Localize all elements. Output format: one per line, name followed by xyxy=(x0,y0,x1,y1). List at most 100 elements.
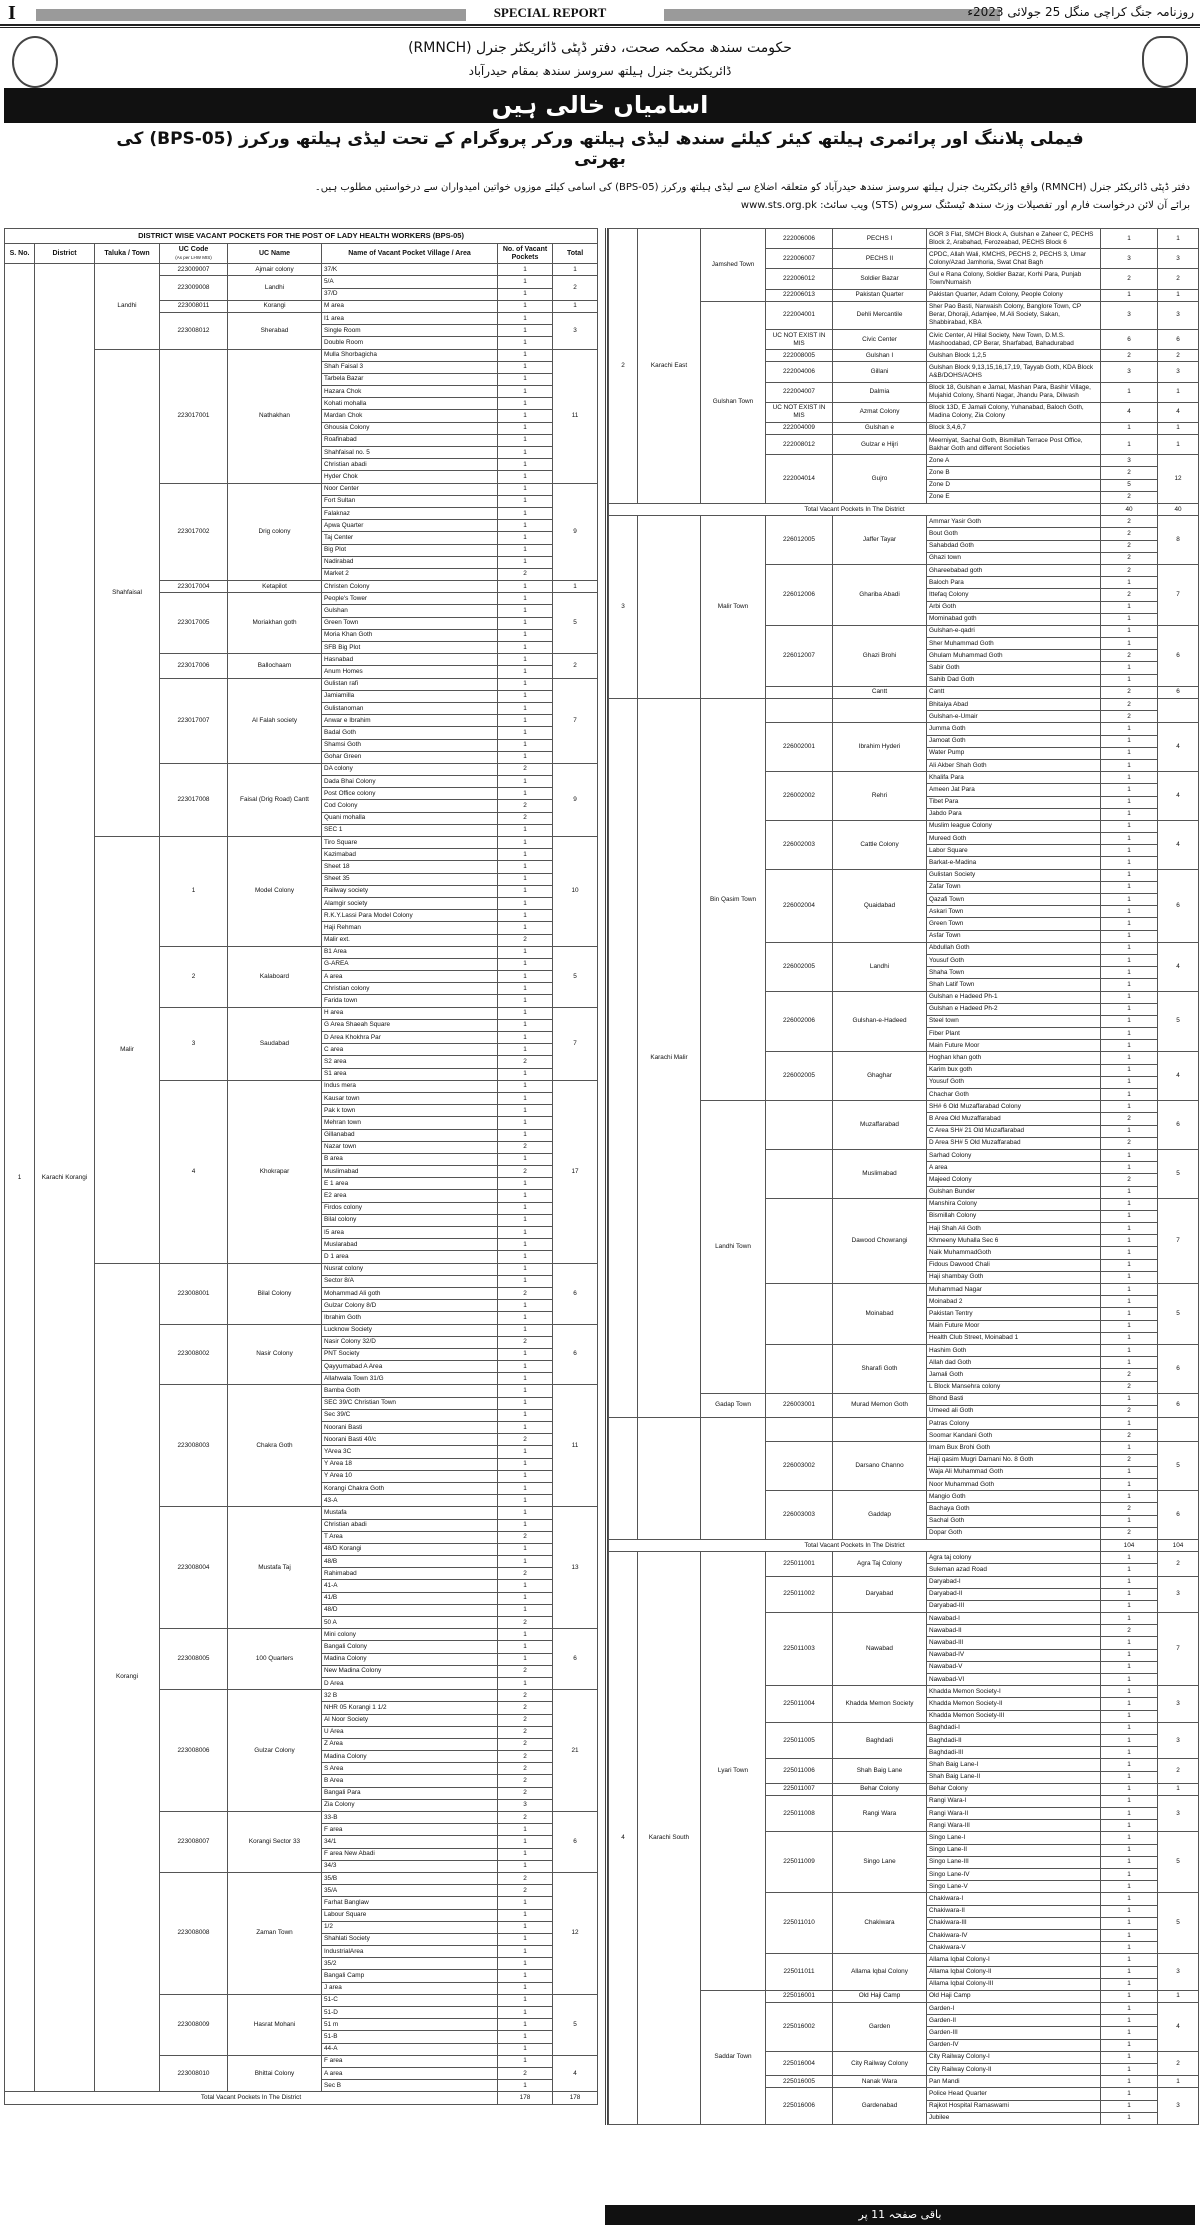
uc-code-cell: 222006013 xyxy=(765,288,833,302)
total-count: 40 xyxy=(1100,502,1158,517)
uc-total-cell: 1 xyxy=(1157,421,1199,436)
section-title: SPECIAL REPORT xyxy=(493,5,607,20)
uc-code-cell xyxy=(765,1100,833,1150)
pocket-count-cell: 1 xyxy=(1100,783,1158,797)
table-row: Sabir Goth 1 xyxy=(609,661,1199,675)
uc-total-cell: 2 xyxy=(1157,1758,1199,1784)
uc-total-cell: 5 xyxy=(1157,1148,1199,1199)
area-name-cell: Mominabad goth xyxy=(926,612,1101,626)
area-name-cell: Sec 39/C xyxy=(321,1408,498,1423)
uc-total-cell: 1 xyxy=(1157,381,1199,403)
area-name-cell: 51 m xyxy=(321,2018,498,2032)
uc-name-cell: Allama Iqbal Colony xyxy=(832,1953,927,1991)
uc-name-cell: Sharafi Goth xyxy=(832,1343,927,1394)
area-name-cell: 35/2 xyxy=(321,1957,498,1971)
pocket-count-cell: 1 xyxy=(1100,941,1158,955)
area-name-cell: 43-A xyxy=(321,1494,498,1508)
pocket-count-cell: 1 xyxy=(497,1299,553,1313)
pocket-count-cell: 2 xyxy=(1100,563,1158,578)
uc-code-cell: 223017006 xyxy=(159,653,228,679)
uc-total-cell: 1 xyxy=(1157,2075,1199,2089)
table-row: Shah Baig Lane-II 1 xyxy=(609,1770,1199,1784)
area-name-cell: Moria Khan Goth xyxy=(321,628,498,643)
uc-total-cell xyxy=(1157,1417,1199,1443)
pocket-count-cell: 1 xyxy=(1100,1587,1158,1601)
pocket-count-cell: 1 xyxy=(497,1213,553,1228)
uc-name-cell: Bilal Colony xyxy=(227,1262,322,1325)
pocket-count-cell: 1 xyxy=(1100,227,1158,250)
uc-total-cell: 5 xyxy=(1157,1283,1199,1345)
intro-paragraph: دفتر ڈپٹی ڈائریکٹر جنرل (RMNCH) واقع ڈائ… xyxy=(314,182,1190,193)
pocket-count-cell: 2 xyxy=(497,799,553,813)
area-name-cell: Haji Shah Ali Goth xyxy=(926,1222,1101,1236)
area-name-cell: A area xyxy=(926,1161,1101,1175)
area-name-cell: Nawabad-I xyxy=(926,1612,1101,1626)
uc-code-cell: 222004007 xyxy=(765,381,833,403)
area-name-cell: Nawabad-IV xyxy=(926,1648,1101,1662)
area-name-cell: Shah Baig Lane-I xyxy=(926,1758,1101,1772)
uc-total-cell: 1 xyxy=(1157,288,1199,302)
area-name-cell: Patras Colony xyxy=(926,1417,1101,1431)
uc-total-cell: 4 xyxy=(1157,2002,1199,2052)
pocket-count-cell: 2 xyxy=(1100,1453,1158,1467)
area-name-cell: Ittefaq Colony xyxy=(926,588,1101,602)
pocket-count-cell: 1 xyxy=(1100,1928,1158,1943)
table-row: Singo Lane-II 1 xyxy=(609,1843,1199,1857)
area-name-cell: Block 18, Gulshan e Jamal, Mashan Para, … xyxy=(926,381,1101,403)
taluka-town-cell: Korangi xyxy=(94,1262,160,2093)
area-name-cell: Main Future Moor xyxy=(926,1039,1101,1053)
uc-name-cell: Cantt xyxy=(832,685,927,700)
header-sno: S. No. xyxy=(4,242,35,265)
pocket-count-cell: 1 xyxy=(1100,288,1158,302)
area-name-cell: Pak k town xyxy=(321,1104,498,1118)
uc-total-cell: 6 xyxy=(551,1323,599,1386)
uc-name-cell: Hasrat Mohani xyxy=(227,1993,322,2056)
table-row: 225016004 City Railway Colony City Railway… xyxy=(609,2050,1199,2077)
pocket-count-cell: 1 xyxy=(497,1201,553,1215)
page-mark: I xyxy=(8,2,16,24)
table-row: Farhat Banglaw 1 xyxy=(5,1896,598,1910)
uc-total-cell: 5 xyxy=(1157,990,1199,1053)
pocket-count-cell: 1 xyxy=(1100,844,1158,858)
table-row: 4 Khokrapar Indus mera 1 17 xyxy=(5,1079,599,1264)
pocket-count-cell: 1 xyxy=(1100,832,1158,846)
uc-total-cell: 1 xyxy=(1157,1782,1199,1796)
area-name-cell: S2 area xyxy=(321,1055,498,1069)
area-name-cell: Yousuf Goth xyxy=(926,953,1101,968)
area-name-cell: Korangi Chakra Goth xyxy=(321,1481,498,1496)
area-name-cell: Bismillah Colony xyxy=(926,1209,1101,1224)
area-name-cell: SH# 6 Old Muzaffarabad Colony xyxy=(926,1100,1101,1114)
pocket-count-cell: 1 xyxy=(1100,1185,1158,1199)
table-row: Nazar town 2 xyxy=(5,1140,598,1154)
pocket-count-cell: 1 xyxy=(497,1152,553,1167)
uc-name-cell: PECHS II xyxy=(832,248,927,270)
serial-number-cell: 2 xyxy=(608,228,638,504)
pocket-count-cell: 1 xyxy=(1100,1490,1158,1504)
pocket-count-cell: 1 xyxy=(497,1823,553,1837)
area-name-cell: Khmeeny Muhalla Sec 6 xyxy=(926,1234,1101,1248)
uc-total-cell: 3 xyxy=(1157,361,1199,383)
area-name-cell: Singo Lane-I xyxy=(926,1831,1101,1845)
table-row: UC NOT EXIST IN MIS Azmat Colony Block 13D… xyxy=(609,401,1199,423)
uc-total-cell: 4 xyxy=(1157,771,1199,821)
pocket-count-cell: 1 xyxy=(497,1006,553,1020)
pocket-count-cell: 1 xyxy=(497,385,553,399)
uc-code-cell: 226002001 xyxy=(765,722,833,773)
pocket-count-cell: 1 xyxy=(1100,637,1158,651)
area-name-cell: Anwar e Ibrahim xyxy=(321,714,498,728)
uc-code-cell: 223008009 xyxy=(159,1993,228,2056)
area-name-cell: City Railway Colony-II xyxy=(926,2062,1101,2077)
pocket-count-cell: 2 xyxy=(497,762,553,777)
uc-name-cell: Rangi Wara xyxy=(832,1794,927,1833)
pocket-count-cell: 1 xyxy=(497,1360,553,1374)
area-name-cell: Ghareebabad goth xyxy=(926,563,1101,578)
area-name-cell: Rangi Wara-I xyxy=(926,1794,1101,1809)
pocket-count-cell: 1 xyxy=(497,1262,553,1276)
table-row: 225011005 Baghdadi Baghdadi-I 1 3 xyxy=(609,1721,1199,1760)
pocket-count-cell: 1 xyxy=(1100,1782,1158,1796)
total-label: Total Vacant Pockets In The District xyxy=(4,2091,498,2105)
area-name-cell: Allahwala Town 31/G xyxy=(321,1372,498,1386)
area-name-cell: 48/B xyxy=(321,1555,498,1569)
uc-name-cell: Dawood Chowrangi xyxy=(832,1197,927,1285)
area-name-cell: Bilal colony xyxy=(321,1213,498,1228)
